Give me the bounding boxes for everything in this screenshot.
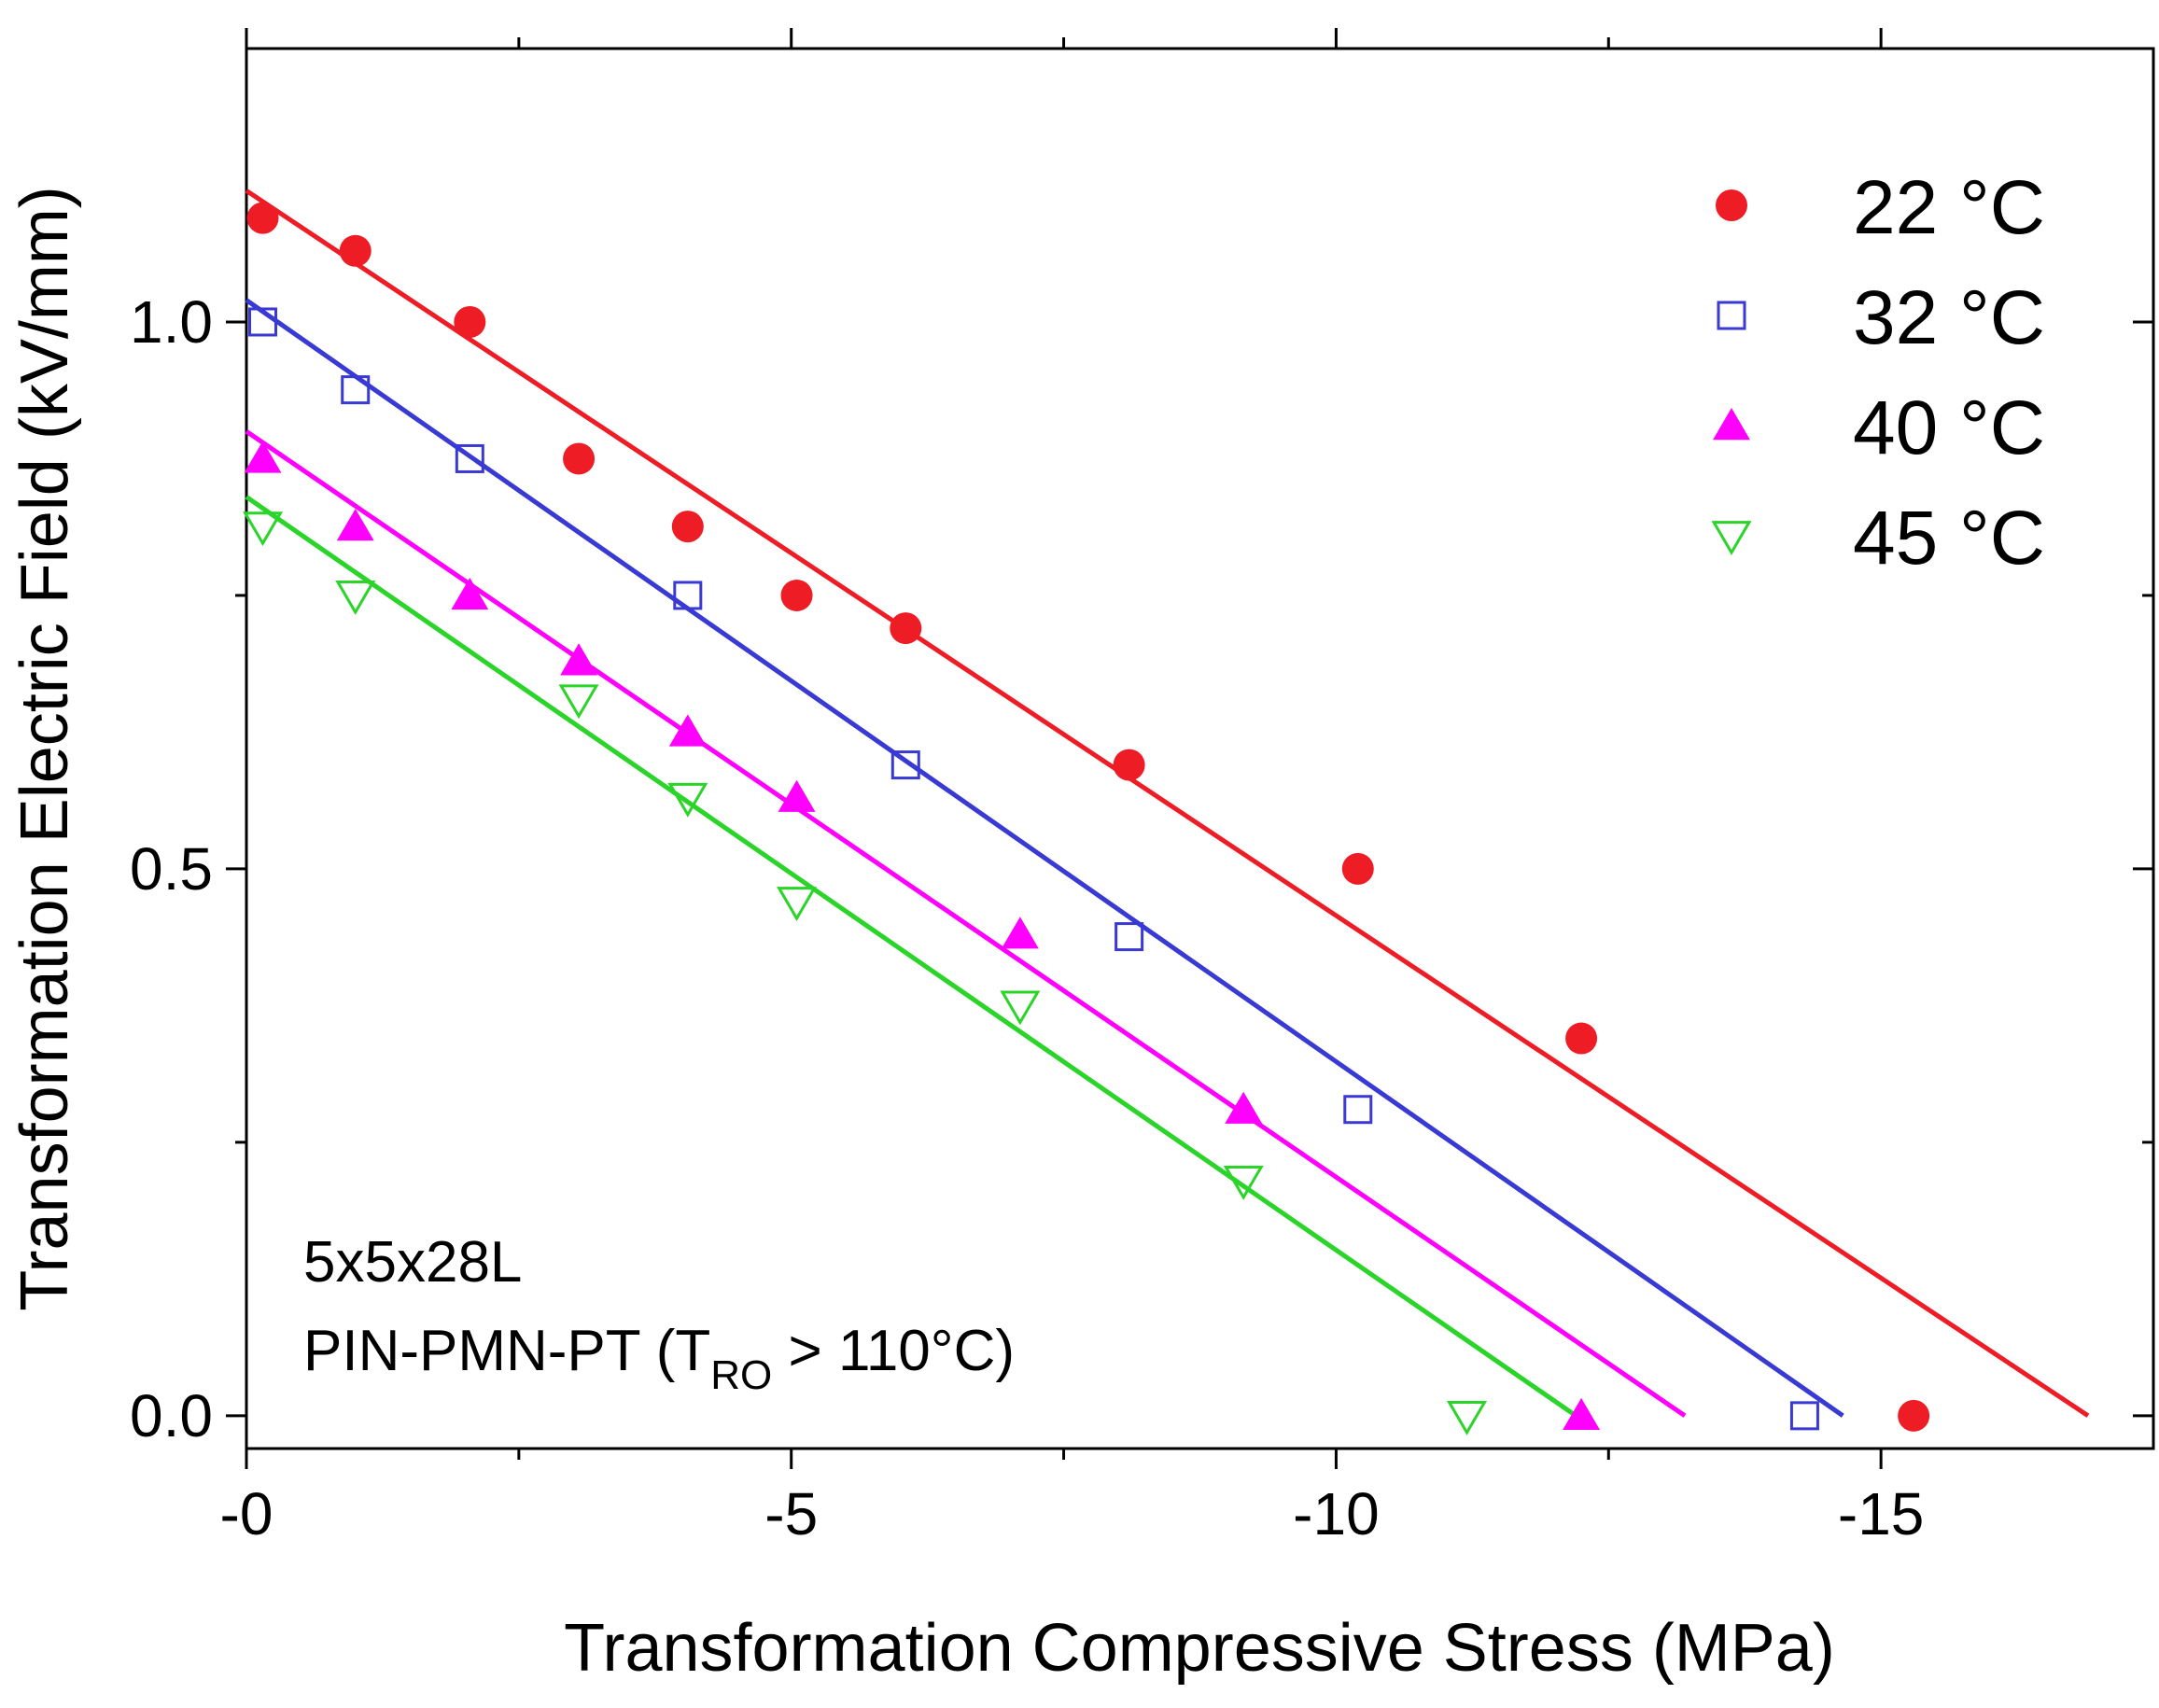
data-point-series-1-4 (890, 750, 920, 780)
x-tick-label: -15 (1838, 1480, 1925, 1547)
y-tick-label: 0.5 (130, 835, 213, 903)
data-point-series-3-2 (558, 684, 599, 720)
fit-line-series-0 (245, 189, 2090, 1418)
data-point-series-2-6 (1001, 917, 1039, 949)
x-tick-label: -10 (1293, 1480, 1380, 1547)
y-tick-label: 1.0 (130, 288, 213, 356)
axis-ticks (226, 28, 2153, 1469)
data-point-series-1-0 (248, 307, 278, 337)
data-point-series-0-7 (1113, 749, 1145, 781)
legend: 22 °C 32 °C 40 °C 45 °C (1711, 165, 2045, 581)
data-point-series-3-6 (1223, 1165, 1264, 1200)
data-point-series-0-10 (1898, 1399, 1930, 1432)
y-tick-label: 0.0 (130, 1382, 213, 1449)
y-axis-label: Transformation Electric Field (kV/mm) (7, 186, 82, 1311)
x-tick-label: -0 (220, 1480, 273, 1547)
annotation-sample-size: 5x5x28L (303, 1230, 522, 1295)
data-point-series-0-2 (454, 305, 486, 338)
data-point-series-0-8 (1341, 852, 1374, 885)
data-point-series-1-3 (673, 581, 703, 610)
fit-lines (245, 189, 2090, 1418)
data-point-series-3-4 (777, 887, 818, 922)
data-point-series-0-9 (1565, 1022, 1598, 1055)
data-point-series-0-0 (246, 202, 279, 234)
legend-label-series-3: 45 °C (1853, 496, 2045, 581)
data-point-series-3-1 (335, 581, 376, 615)
data-point-series-0-4 (671, 511, 704, 543)
fit-line-series-3 (245, 495, 1577, 1418)
plot-frame (245, 47, 2155, 1450)
annotation-material-suffix: > 110°C) (772, 1319, 1015, 1383)
annotation-material: PIN-PMN-PT (TRO > 110°C) (303, 1319, 1015, 1398)
data-point-series-2-2 (451, 577, 489, 610)
data-point-series-2-4 (668, 714, 707, 747)
data-point-series-0-5 (780, 579, 813, 611)
legend-marker-series-0 (1716, 189, 1747, 221)
annotation-material-prefix: PIN-PMN-PT (T (303, 1319, 710, 1383)
data-point-series-0-6 (890, 612, 922, 645)
legend-marker-series-1 (1717, 301, 1746, 330)
data-point-series-2-1 (336, 509, 374, 541)
data-point-series-0-3 (563, 442, 596, 475)
legend-label-series-2: 40 °C (1853, 385, 2045, 470)
data-point-series-3-7 (1447, 1400, 1488, 1435)
legend-marker-series-3 (1711, 521, 1752, 555)
data-point-series-1-6 (1343, 1095, 1373, 1125)
data-point-series-2-0 (244, 441, 282, 473)
legend-label-series-1: 32 °C (1853, 275, 2045, 360)
annotation-material-subscript: RO (710, 1352, 772, 1398)
data-point-series-2-7 (1225, 1091, 1263, 1124)
fit-line-series-1 (245, 298, 1844, 1418)
data-markers (242, 202, 1930, 1435)
data-point-series-2-8 (1563, 1397, 1601, 1431)
legend-marker-series-2 (1713, 408, 1750, 441)
data-point-series-1-2 (455, 443, 484, 473)
axis-tick-labels: -0 -5 -10 -15 0.0 0.5 1.0 (130, 288, 1924, 1547)
data-point-series-2-3 (560, 643, 598, 676)
data-point-series-3-0 (242, 511, 284, 547)
x-tick-label: -5 (764, 1480, 818, 1547)
fit-line-series-2 (245, 429, 1687, 1418)
data-point-series-1-5 (1115, 922, 1144, 952)
data-point-series-3-5 (1000, 990, 1041, 1026)
data-point-series-1-1 (341, 375, 371, 405)
x-axis-label: Transformation Compressive Stress (MPa) (564, 1611, 1835, 1686)
data-point-series-3-3 (667, 782, 708, 818)
legend-label-series-0: 22 °C (1853, 165, 2045, 250)
data-point-series-1-7 (1789, 1401, 1819, 1431)
data-point-series-2-5 (778, 779, 816, 812)
data-point-series-0-1 (339, 234, 372, 267)
